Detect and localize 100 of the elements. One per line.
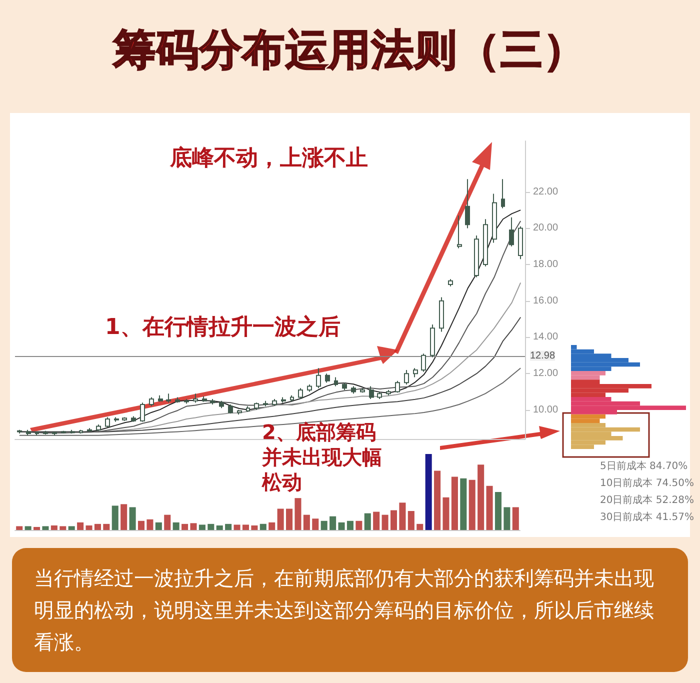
annotation: 2、底部筹码并未出现大幅松动 bbox=[262, 420, 383, 495]
bar bbox=[303, 514, 310, 530]
y-tick-label: 10.00 bbox=[533, 404, 558, 416]
text: 10日前成本 74.50% bbox=[600, 476, 694, 490]
bar bbox=[94, 524, 101, 530]
text: 20日前成本 52.28% bbox=[600, 494, 694, 507]
bar bbox=[320, 520, 328, 530]
candlestick bbox=[360, 388, 365, 394]
y-tick-label: 12.00 bbox=[533, 368, 558, 380]
candlestick bbox=[184, 398, 189, 404]
bar bbox=[390, 510, 398, 530]
candlestick bbox=[483, 218, 488, 267]
bar bbox=[68, 526, 75, 530]
candlestick bbox=[501, 178, 505, 209]
candlestick bbox=[140, 402, 145, 422]
candlestick bbox=[316, 368, 321, 389]
bar bbox=[364, 513, 371, 530]
candlestick bbox=[281, 396, 286, 404]
candlestick bbox=[272, 398, 277, 406]
candlestick bbox=[210, 398, 215, 405]
candlestick bbox=[166, 393, 171, 404]
candlestick bbox=[492, 193, 497, 244]
bar bbox=[434, 470, 441, 530]
candlestick bbox=[404, 369, 409, 385]
candlestick bbox=[351, 386, 356, 394]
annotation: 底峰不动，上涨不止 bbox=[170, 145, 368, 173]
bar bbox=[330, 516, 336, 530]
bar bbox=[16, 526, 23, 530]
text: 5日前成本 84.70% bbox=[600, 460, 688, 473]
bar bbox=[34, 526, 40, 530]
bar bbox=[42, 526, 49, 530]
bar bbox=[260, 524, 266, 530]
bar bbox=[129, 507, 136, 530]
candlestick bbox=[43, 430, 48, 435]
bar bbox=[312, 518, 319, 530]
candlestick bbox=[377, 391, 382, 400]
candlestick bbox=[263, 400, 268, 407]
bar bbox=[571, 414, 606, 419]
candlestick bbox=[254, 402, 259, 410]
candlestick bbox=[439, 296, 444, 332]
candlestick bbox=[457, 215, 462, 249]
y-tick-label: 14.00 bbox=[533, 332, 558, 343]
bar bbox=[494, 492, 502, 530]
chart-title: 筹码分布运用法则（三） bbox=[112, 24, 588, 76]
candlestick bbox=[298, 388, 303, 400]
candlestick bbox=[131, 416, 136, 422]
bar bbox=[346, 520, 354, 530]
bar bbox=[286, 508, 293, 530]
candlestick bbox=[518, 226, 523, 260]
bar bbox=[172, 522, 180, 530]
bar bbox=[451, 476, 458, 530]
bar bbox=[86, 525, 92, 530]
bar bbox=[294, 498, 302, 530]
candlestick bbox=[448, 278, 453, 287]
candlestick bbox=[430, 324, 435, 358]
candlestick bbox=[87, 428, 92, 432]
bar bbox=[112, 506, 118, 530]
bar bbox=[242, 524, 249, 530]
candlestick bbox=[421, 353, 426, 372]
candlestick bbox=[342, 382, 347, 390]
bar bbox=[146, 519, 154, 530]
bar bbox=[24, 526, 32, 530]
candlestick bbox=[193, 393, 198, 404]
candlestick bbox=[26, 429, 31, 436]
bar bbox=[382, 514, 388, 530]
bar bbox=[103, 524, 110, 530]
candlestick bbox=[96, 424, 101, 432]
bar bbox=[478, 464, 484, 530]
bar bbox=[571, 362, 640, 367]
candlestick bbox=[290, 394, 294, 402]
candlestick bbox=[105, 416, 110, 428]
bar bbox=[504, 507, 510, 530]
candlestick bbox=[413, 368, 418, 378]
bar bbox=[164, 514, 171, 530]
bar bbox=[416, 524, 424, 530]
bar bbox=[399, 502, 406, 530]
bar bbox=[268, 522, 276, 530]
candlestick bbox=[219, 400, 224, 409]
y-tick-label: 22.00 bbox=[533, 186, 558, 198]
bar bbox=[277, 508, 284, 530]
annotation: 1、在行情拉升一波之后 bbox=[105, 314, 340, 342]
bar bbox=[190, 523, 197, 530]
y-tick-label: 20.00 bbox=[533, 222, 558, 234]
bar bbox=[208, 524, 214, 530]
bar bbox=[356, 520, 362, 530]
candlestick bbox=[369, 386, 374, 400]
bar bbox=[198, 524, 206, 530]
ref-line-label: 12.98 bbox=[530, 350, 556, 362]
candlestick bbox=[386, 389, 391, 396]
bar bbox=[373, 512, 380, 530]
candlestick bbox=[246, 406, 250, 412]
bar bbox=[138, 520, 145, 530]
bar bbox=[60, 526, 66, 530]
candlestick bbox=[52, 431, 57, 436]
y-tick-label: 18.00 bbox=[533, 259, 558, 270]
candlestick bbox=[228, 404, 233, 414]
candlestick bbox=[334, 376, 338, 387]
bar bbox=[338, 522, 345, 530]
bar bbox=[468, 480, 476, 530]
bar bbox=[155, 522, 162, 530]
